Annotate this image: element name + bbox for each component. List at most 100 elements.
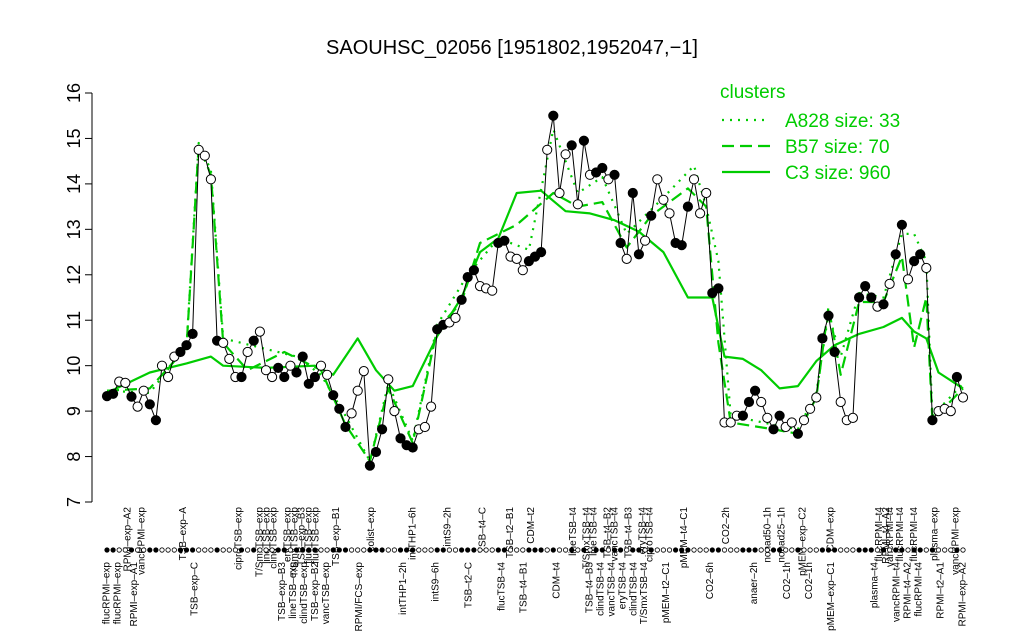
rug-marker [795,547,801,553]
rug-marker [715,547,722,553]
rug-marker [917,547,923,553]
x-tick-label-bottom: flucRPMI–exp [102,562,113,625]
data-point [426,401,437,412]
x-tick-label-bottom: flucTSB–t4 [497,562,508,611]
rug-marker [202,547,208,553]
data-point [945,406,956,417]
rug-marker [960,547,966,553]
data-point [676,240,687,251]
rug-marker [373,547,379,553]
rug-marker [287,547,293,553]
data-point [597,162,608,174]
data-point [878,299,889,310]
rug-marker [434,547,440,553]
data-point [737,410,749,421]
data-point [303,378,314,389]
data-point [847,412,859,423]
rug-marker [666,547,673,553]
rug-marker [838,547,844,553]
data-point [108,388,119,399]
rug-marker [159,547,165,553]
data-point [315,360,327,371]
rug-marker [367,547,373,553]
rug-marker [899,547,905,553]
x-tick-label-top: eryTSB–t4 [637,507,648,555]
x-tick-label-bottom: RPMI–t4–A2 [903,562,914,619]
rug-marker [116,547,122,553]
y-tick-label: 16 [64,83,84,103]
x-tick-label-bottom: anaer–2h [749,562,760,604]
rug-marker [342,547,349,553]
y-tick-label: 10 [64,356,84,376]
x-tick-label-top: TSB–t4–B3 [624,507,635,559]
rug-marker [880,547,887,553]
data-point [450,312,461,323]
rug-marker [183,547,190,553]
rug-marker [428,547,434,553]
x-tick-label-bottom: clindTSB–t4 [628,562,639,616]
rug-marker [355,547,361,553]
rug-marker [617,547,624,553]
legend-entries: A828 size: 33 B57 size: 70 C3 size: 960 [722,111,900,184]
rug-marker [465,547,471,553]
y-tick-label: 14 [64,174,84,194]
x-tick-label-bottom: vancTSB–t4 [606,562,617,617]
data-point [407,442,418,453]
x-tick-label-bottom: intS9–6h [431,562,442,601]
rug-marker [452,547,459,553]
rug-marker [709,547,715,553]
rug-marker [483,547,489,553]
rug-marker [654,547,660,553]
y-tick-label: 8 [64,452,84,462]
rug-marker [226,547,232,553]
data-point [701,187,712,199]
rug-marker [306,547,312,553]
rug-marker [293,547,300,553]
rug-marker [269,547,275,553]
data-point [817,333,828,344]
rug-marker [104,547,110,553]
x-tick-label-top: nonad50–1h [763,507,774,563]
rug-marker [660,547,667,553]
rug-marker [281,547,287,553]
data-point [297,351,308,362]
data-point [279,371,290,383]
data-point [340,421,351,433]
rug-marker [336,547,342,553]
x-tick-label-bottom: clindTSB–t4 [595,562,606,616]
rug-marker [232,547,238,553]
x-tick-label-top: RPMI–t4–A2 [881,507,892,564]
rug-marker [147,547,153,553]
rug-marker [538,547,544,553]
data-point [377,424,388,435]
rug-marker [679,547,685,553]
data-point [750,385,761,396]
rug-marker [905,547,911,553]
data-point [511,253,522,264]
data-point [621,253,632,264]
data-point [633,249,645,260]
data-point [138,385,149,396]
data-point [254,326,265,337]
rug-marker [324,547,330,553]
x-tick-label-top: clindTSB–exp [269,507,280,569]
data-point [260,365,272,376]
rug-marker [685,547,691,553]
x-tick-label-bottom: CO2–6h [705,562,716,599]
rug-marker [831,547,838,553]
rug-marker [611,547,618,553]
legend-label: C3 size: 960 [785,163,891,184]
data-point [921,262,932,274]
rug-marker [942,547,948,553]
rug-marker [501,547,507,553]
data-point [242,346,253,358]
data-point [328,390,339,401]
rug-marker [495,547,501,553]
x-tick-label-bottom: TSB–exp–B3 [277,562,288,621]
data-point [725,417,736,428]
rug-marker [177,547,183,553]
data-point [144,399,155,410]
rug-marker [220,547,226,553]
x-tick-label-top: TSB–t4–C [477,507,488,553]
data-point [909,256,920,267]
